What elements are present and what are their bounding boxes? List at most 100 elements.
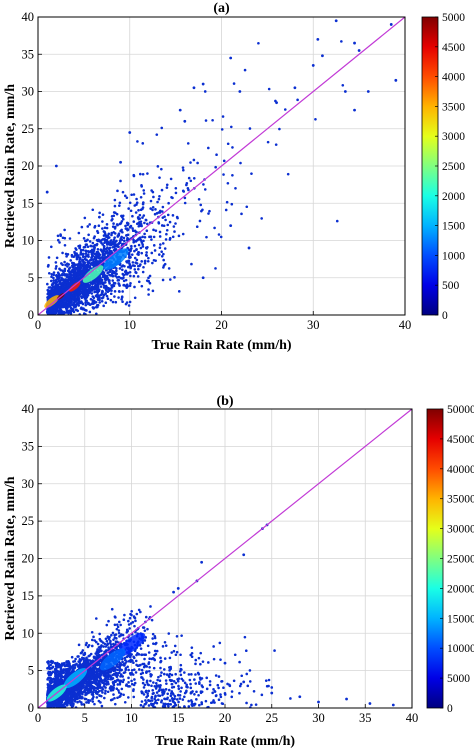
- data-point: [121, 675, 124, 678]
- data-point: [122, 662, 126, 666]
- data-point: [97, 224, 101, 227]
- data-point: [177, 700, 180, 704]
- data-point: [85, 701, 88, 704]
- data-point: [112, 238, 116, 242]
- data-point: [108, 270, 112, 273]
- data-point: [101, 251, 105, 254]
- data-point: [149, 199, 153, 203]
- data-point: [79, 260, 82, 264]
- data-point: [141, 245, 145, 248]
- data-point: [136, 264, 140, 268]
- data-point: [87, 253, 90, 256]
- data-point: [240, 674, 244, 678]
- data-point: [74, 278, 78, 281]
- data-point: [104, 287, 108, 291]
- data-point: [174, 222, 177, 225]
- data-point: [180, 634, 183, 637]
- data-point: [48, 294, 51, 297]
- data-point: [175, 650, 179, 654]
- data-point: [142, 705, 145, 708]
- data-point: [174, 191, 178, 195]
- data-point: [145, 701, 148, 704]
- data-point: [228, 683, 231, 687]
- data-point: [55, 265, 58, 268]
- data-point: [321, 54, 324, 58]
- data-point: [183, 196, 187, 200]
- data-point: [52, 293, 56, 296]
- data-point: [121, 290, 124, 293]
- data-point: [47, 286, 51, 289]
- data-point: [65, 294, 69, 297]
- data-point: [125, 683, 128, 686]
- data-point: [127, 668, 130, 672]
- data-point: [175, 698, 179, 701]
- data-point: [160, 126, 164, 130]
- data-point: [59, 666, 63, 670]
- data-point: [103, 257, 106, 261]
- data-point: [133, 204, 137, 207]
- data-point: [197, 656, 201, 660]
- data-point: [115, 239, 118, 243]
- data-point: [129, 274, 132, 278]
- data-point: [260, 693, 264, 697]
- data-point: [117, 283, 121, 286]
- data-point: [125, 660, 128, 663]
- data-point: [98, 211, 101, 215]
- data-point: [213, 701, 216, 704]
- data-point: [84, 312, 87, 315]
- data-point: [212, 657, 216, 661]
- data-point: [135, 197, 138, 201]
- data-point: [98, 632, 101, 636]
- data-point: [149, 679, 152, 683]
- data-point: [143, 629, 147, 632]
- data-point: [86, 301, 90, 305]
- data-point: [135, 663, 138, 667]
- data-point: [166, 223, 170, 227]
- data-point: [91, 280, 94, 283]
- data-point: [178, 108, 182, 112]
- data-point: [118, 204, 121, 207]
- data-point: [102, 234, 106, 237]
- data-point: [55, 701, 59, 705]
- data-point: [101, 691, 104, 694]
- data-point: [134, 619, 137, 623]
- data-point: [92, 296, 96, 300]
- data-point: [68, 270, 72, 273]
- data-point: [88, 673, 92, 676]
- data-point: [92, 236, 96, 240]
- data-point: [94, 300, 98, 304]
- data-point: [248, 127, 252, 130]
- data-point: [117, 631, 121, 635]
- data-point: [143, 657, 146, 661]
- reference-line-1-to-1: [37, 16, 406, 316]
- data-point: [238, 90, 242, 93]
- data-point: [54, 665, 58, 668]
- data-point: [124, 302, 128, 306]
- data-point: [71, 294, 75, 297]
- data-point: [165, 673, 169, 676]
- data-point: [113, 623, 117, 627]
- data-point: [207, 146, 210, 150]
- data-point: [180, 677, 184, 681]
- data-point: [140, 653, 144, 656]
- data-point: [198, 681, 201, 684]
- data-point: [135, 612, 139, 616]
- data-point: [101, 238, 105, 241]
- data-point: [125, 196, 129, 200]
- data-point: [109, 298, 113, 302]
- data-point: [211, 691, 214, 695]
- data-point: [99, 285, 103, 288]
- data-point: [139, 246, 143, 250]
- data-point: [147, 651, 151, 654]
- data-point: [193, 693, 196, 696]
- data-point: [164, 218, 167, 222]
- data-point: [63, 228, 66, 232]
- data-point: [218, 641, 222, 645]
- data-point: [50, 306, 53, 310]
- data-point: [96, 648, 99, 651]
- data-point: [86, 245, 90, 249]
- data-point: [104, 281, 107, 284]
- data-point: [59, 281, 63, 285]
- data-point: [54, 267, 58, 270]
- data-point: [174, 681, 178, 685]
